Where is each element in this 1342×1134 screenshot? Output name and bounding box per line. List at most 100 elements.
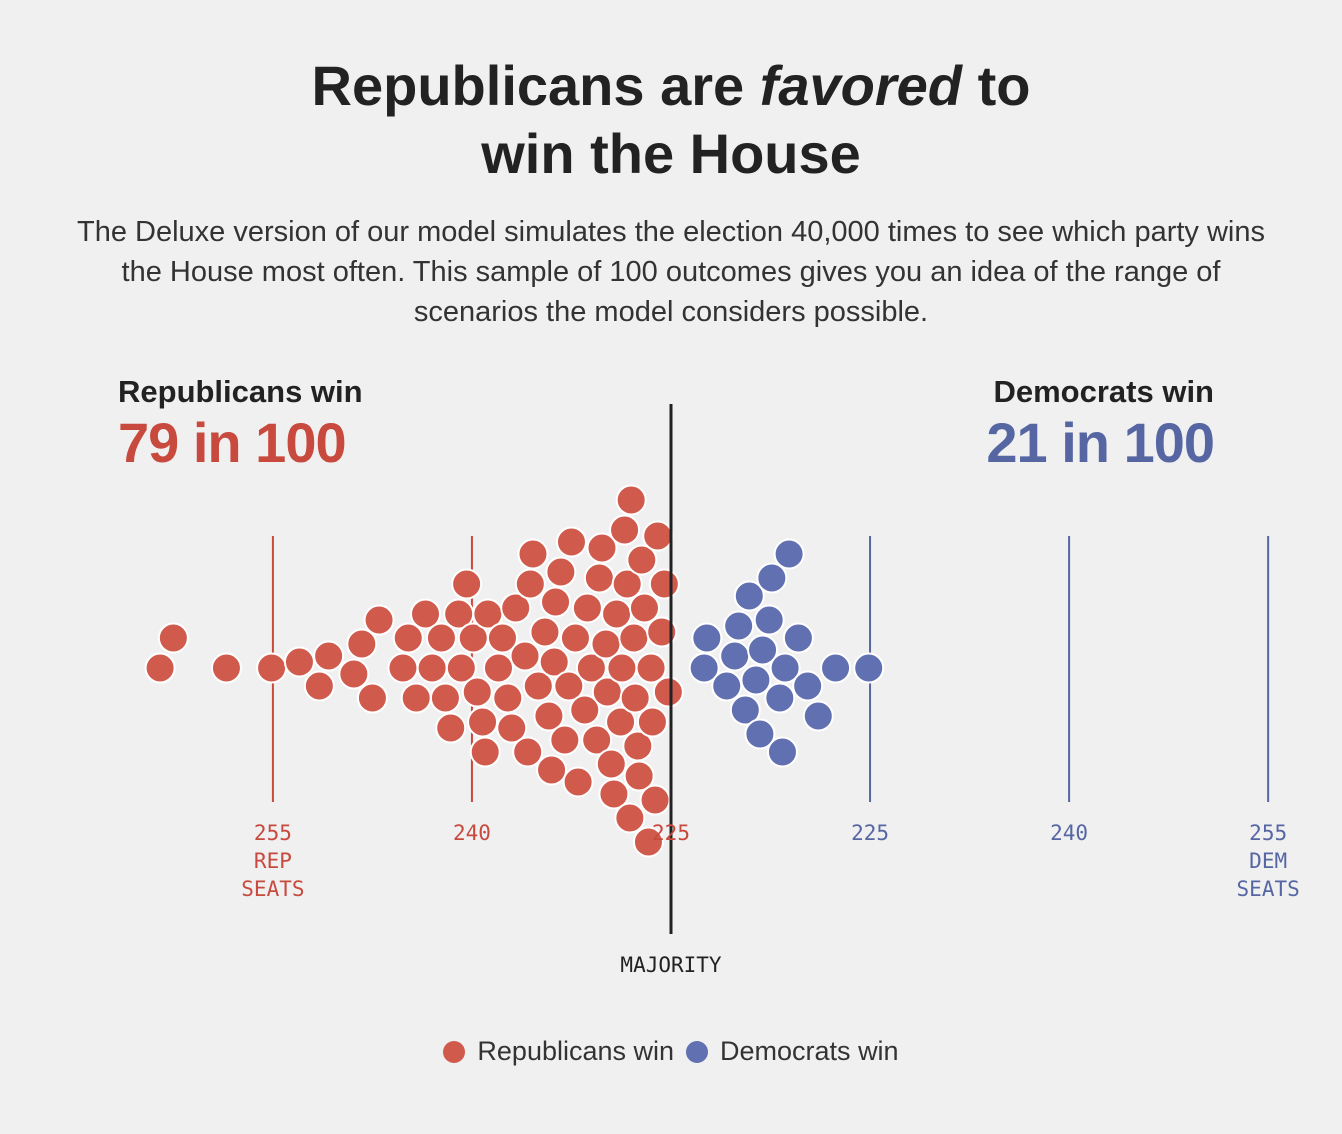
republican-outcome-dot: [283, 646, 315, 678]
republican-outcome-dot: [445, 652, 477, 684]
tick-labels: 255 REP SEATS 240 225 225 240 255 DEM SEATS: [241, 821, 1299, 901]
republican-outcome-dot: [451, 568, 483, 600]
republican-outcome-dot: [553, 670, 585, 702]
democrat-outcome-dot: [792, 670, 824, 702]
democrat-outcome-dot: [773, 538, 805, 570]
republican-outcome-dot: [392, 622, 424, 654]
tick-label-1: 240: [453, 821, 491, 845]
legend: Republicans win Democrats win: [0, 1036, 1342, 1067]
legend-item-republicans: Republicans win: [443, 1036, 674, 1067]
republican-outcome-dot: [646, 616, 678, 648]
republican-outcome-dot: [562, 766, 594, 798]
tick-sublabel-5-2: SEATS: [1237, 877, 1300, 901]
republican-outcome-dot: [303, 670, 335, 702]
republican-outcome-dot: [313, 640, 345, 672]
republican-outcome-dot: [635, 652, 667, 684]
democrats-win-block: Democrats win 21 in 100: [986, 372, 1215, 474]
democrat-outcome-dot: [744, 718, 776, 750]
republican-outcome-dot: [400, 682, 432, 714]
republican-outcome-dot: [500, 592, 532, 624]
subhead: The Deluxe version of our model simulate…: [77, 216, 1265, 328]
democrat-outcome-dot: [820, 652, 852, 684]
tick-label-2: 225: [652, 821, 690, 845]
democrat-outcome-dot: [691, 622, 723, 654]
republican-outcome-dot: [618, 622, 650, 654]
republican-outcome-dot: [614, 802, 646, 834]
republican-dot-icon: [443, 1040, 466, 1063]
republican-outcome-dot: [533, 700, 565, 732]
republican-outcome-dot: [632, 826, 664, 858]
republican-outcome-dot: [642, 520, 674, 552]
republican-outcome-dot: [429, 682, 461, 714]
tick-label-5: 255: [1249, 821, 1287, 845]
republican-outcome-dot: [623, 760, 655, 792]
republican-outcome-dot: [615, 484, 647, 516]
democrat-outcome-dots: [688, 538, 885, 768]
democrat-outcome-dot: [769, 652, 801, 684]
republican-outcome-dot: [648, 568, 680, 600]
republican-outcome-dot: [538, 646, 570, 678]
democrats-win-odds: 21 in 100: [986, 411, 1215, 474]
tick-label-0: 255: [254, 821, 292, 845]
republican-outcome-dot: [545, 556, 577, 588]
republican-outcome-dot: [486, 622, 518, 654]
republicans-win-block: Republicans win 79 in 100: [118, 372, 363, 474]
republican-outcome-dot: [509, 640, 541, 672]
republican-outcome-dot: [598, 778, 630, 810]
headline-line-1: Republicans are favored to: [0, 52, 1342, 120]
republican-outcome-dot: [595, 748, 627, 780]
republican-outcome-dot: [469, 736, 501, 768]
republican-outcome-dot: [549, 724, 581, 756]
republican-outcome-dot: [611, 568, 643, 600]
republican-outcome-dot: [363, 604, 395, 636]
democrat-outcome-dot: [740, 664, 772, 696]
beeswarm-chart: 255 REP SEATS 240 225 225 240 255 DEM SEATS MAJOR…: [144, 404, 1300, 977]
democrat-outcome-dot: [753, 604, 785, 636]
republican-outcome-dot: [652, 676, 684, 708]
democrat-dot-icon: [686, 1040, 709, 1063]
republicans-win-label: Republicans win: [118, 374, 363, 409]
republican-outcome-dot: [581, 724, 613, 756]
legend-label-republicans: Republicans win: [477, 1036, 675, 1066]
republican-outcome-dot: [583, 562, 615, 594]
republican-outcome-dot: [517, 538, 549, 570]
republican-outcome-dot: [144, 652, 176, 684]
republican-outcome-dot: [387, 652, 419, 684]
republican-outcome-dot: [559, 622, 591, 654]
republicans-win-odds: 79 in 100: [118, 411, 347, 474]
republican-outcome-dot: [639, 784, 671, 816]
tick-sublabel-0-2: SEATS: [241, 877, 304, 901]
headline-post: to: [962, 54, 1031, 117]
republican-outcome-dot: [628, 592, 660, 624]
republican-outcome-dot: [540, 586, 572, 618]
headline-line-2: win the House: [481, 122, 861, 185]
republican-outcome-dot: [461, 676, 493, 708]
republican-outcome-dot: [157, 622, 189, 654]
democrat-outcome-dot: [711, 670, 743, 702]
legend-item-democrats: Democrats win: [686, 1036, 899, 1067]
tick-label-4: 240: [1050, 821, 1088, 845]
republican-outcome-dot: [536, 754, 568, 786]
tick-sublabel-0-1: REP: [254, 849, 292, 873]
republican-outcome-dot: [609, 514, 641, 546]
democrat-outcome-dot: [766, 736, 798, 768]
tick-label-3: 225: [851, 821, 889, 845]
democrat-outcome-dot: [802, 700, 834, 732]
democrat-outcome-dot: [729, 694, 761, 726]
republican-outcome-dot: [619, 682, 651, 714]
republican-outcome-dot: [338, 658, 370, 690]
republican-outcome-dot: [435, 712, 467, 744]
republican-outcome-dot: [569, 694, 601, 726]
democrat-outcome-dot: [764, 682, 796, 714]
republican-outcome-dot: [482, 652, 514, 684]
democrat-outcome-dot: [688, 652, 720, 684]
republican-outcome-dot: [256, 652, 288, 684]
republican-outcome-dot: [606, 652, 638, 684]
republican-outcome-dot: [555, 526, 587, 558]
legend-label-democrats: Democrats win: [720, 1036, 899, 1066]
democrat-outcome-dot: [853, 652, 885, 684]
republican-outcome-dot: [601, 598, 633, 630]
headline-emphasis: favored: [759, 54, 963, 117]
democrat-outcome-dot: [733, 580, 765, 612]
republican-outcome-dot: [356, 682, 388, 714]
